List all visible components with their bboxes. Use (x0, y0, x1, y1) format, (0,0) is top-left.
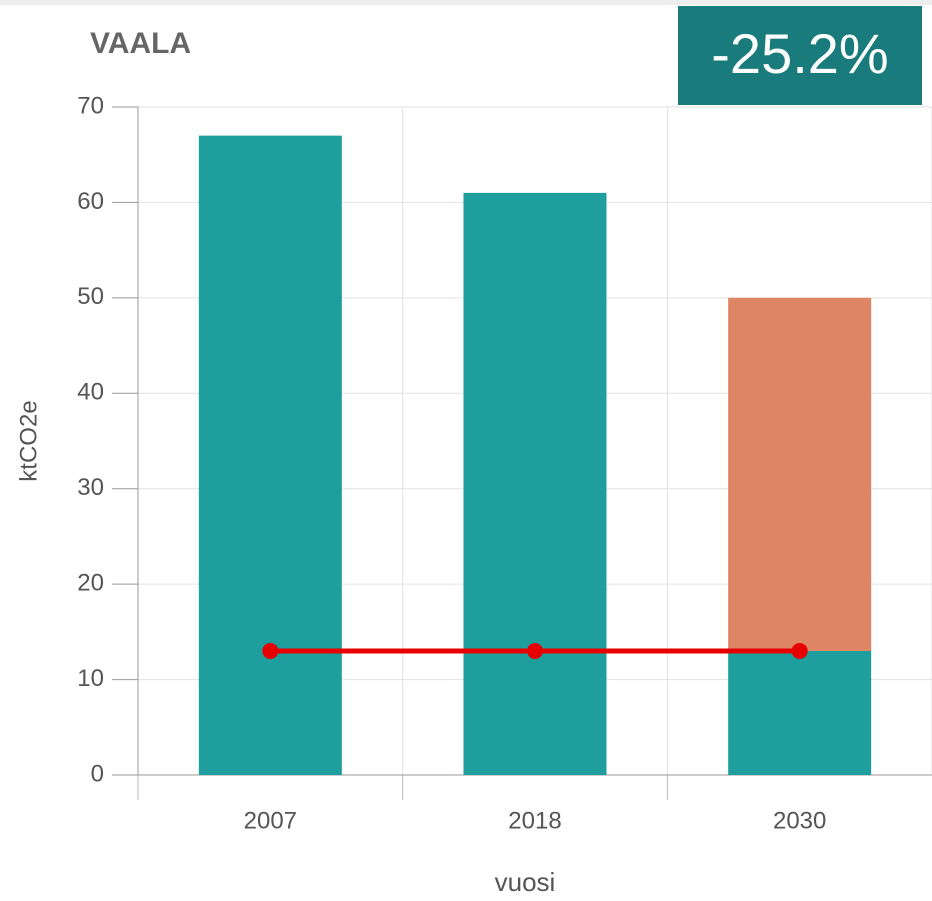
x-tick-label: 2030 (773, 807, 826, 834)
line-point (791, 642, 808, 659)
y-tick-label: 30 (77, 474, 104, 501)
y-tick-label: 0 (91, 760, 104, 787)
bar (463, 192, 607, 775)
chart-title: VAALA (90, 27, 191, 60)
line-point (527, 642, 543, 659)
badge (678, 6, 922, 105)
y-tick-label: 50 (77, 283, 104, 310)
x-axis-label: vuosi (495, 867, 556, 897)
bar (198, 135, 342, 776)
y-tick-label: 70 (77, 92, 104, 119)
y-tick-label: 20 (77, 569, 104, 596)
badge-text: -25.2% (711, 22, 888, 85)
x-tick-label: 2018 (508, 807, 561, 834)
bar (728, 650, 872, 775)
line-point (262, 642, 279, 659)
y-tick-label: 40 (77, 379, 104, 406)
y-tick-label: 60 (77, 188, 104, 215)
x-tick-label: 2007 (244, 807, 297, 834)
y-tick-label: 10 (77, 665, 104, 692)
top-strip (0, 0, 932, 5)
y-axis-label: ktCO2e (15, 400, 42, 481)
bar (728, 297, 872, 651)
